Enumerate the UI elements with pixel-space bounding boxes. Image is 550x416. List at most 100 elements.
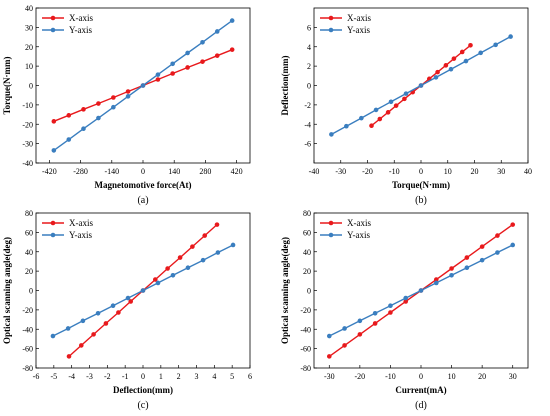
data-point (190, 244, 195, 249)
x-tick-label: 0 (141, 167, 145, 176)
y-tick-label: 40 (25, 248, 33, 257)
data-point (433, 280, 439, 286)
x-tick-label: -20 (362, 167, 373, 176)
data-point (185, 65, 190, 70)
data-point (326, 333, 332, 339)
data-point (155, 280, 161, 286)
y-tick-label: -40 (300, 325, 311, 334)
x-axis-label: Deflection(mm) (113, 385, 173, 395)
data-point (66, 113, 72, 118)
data-point (125, 295, 131, 301)
data-point (230, 242, 236, 248)
y-tick-label: 60 (25, 228, 33, 237)
data-point (81, 107, 86, 112)
data-point (200, 257, 206, 263)
y-tick-label: 0 (29, 287, 33, 296)
data-point (103, 321, 109, 326)
data-point (200, 59, 205, 64)
y-tick-label: -20 (22, 306, 33, 315)
x-tick-label: -10 (385, 372, 396, 381)
data-point (435, 69, 440, 75)
data-point (155, 77, 161, 82)
y-tick-label: -80 (22, 364, 33, 373)
data-point (177, 255, 183, 260)
data-point (116, 310, 121, 315)
x-tick-label: 420 (231, 167, 243, 176)
x-tick-label: 2 (177, 372, 181, 381)
data-point (51, 119, 57, 124)
data-point (202, 233, 208, 238)
y-tick-label: -40 (22, 325, 33, 334)
chart-panel-4: -30 -20 -10 0 10 20 30 -80 -60 -40 -20 0 20 40 60 80 Cur… (280, 209, 529, 411)
data-point (418, 83, 424, 88)
data-point (449, 272, 454, 278)
legend-marker (328, 15, 334, 21)
data-point (170, 61, 175, 67)
data-point (96, 101, 101, 106)
data-point (468, 42, 473, 48)
y-tick-label: 10 (25, 62, 33, 71)
data-point (342, 343, 347, 348)
x-tick-label: -4 (68, 372, 75, 381)
data-point (464, 255, 470, 260)
y-tick-label: -60 (300, 345, 311, 354)
y-tick-label: 30 (25, 23, 33, 32)
data-point (495, 250, 500, 255)
y-tick-label: -20 (300, 306, 311, 315)
data-point (229, 18, 235, 23)
x-tick-label: -6 (33, 372, 40, 381)
x-axis-label: Magnetomotive force(At) (94, 180, 191, 190)
legend-label: Y-axis (347, 25, 370, 35)
data-point (433, 277, 439, 282)
y-tick-label: 80 (303, 209, 311, 218)
x-tick-label: -3 (86, 372, 93, 381)
legend-marker (328, 27, 334, 33)
y-tick-label: -40 (22, 159, 33, 168)
y-tick-label: -6 (304, 140, 311, 149)
legend-marker (328, 220, 334, 226)
x-axis-label: Torque(N·mm) (392, 180, 450, 190)
data-point (214, 53, 220, 58)
data-point (165, 266, 170, 271)
legend-label: Y-axis (69, 25, 92, 35)
panel-caption: (b) (415, 195, 427, 206)
data-point (96, 115, 101, 121)
x-tick-label: -2 (104, 372, 111, 381)
y-tick-label: 20 (25, 43, 33, 52)
y-tick-label: 40 (25, 4, 33, 13)
y-tick-label: 0 (307, 287, 311, 296)
y-axis-label: Optical scanning angle(deg) (2, 237, 12, 344)
data-point (403, 299, 409, 304)
data-point (140, 288, 146, 293)
x-axis-label: Current(mA) (395, 385, 446, 395)
data-point (200, 39, 205, 45)
data-point (342, 326, 347, 331)
panel-caption: (d) (415, 400, 427, 411)
data-point (78, 343, 84, 348)
data-point (155, 72, 161, 77)
legend-marker (50, 220, 56, 226)
y-tick-label: 2 (307, 62, 311, 71)
data-point (449, 266, 454, 271)
x-tick-label: -420 (42, 167, 57, 176)
y-tick-label: -60 (22, 345, 33, 354)
data-point (369, 123, 374, 129)
panel-caption: (c) (137, 400, 148, 411)
data-point (50, 333, 56, 339)
data-point (128, 299, 133, 304)
x-tick-label: 0 (141, 372, 145, 381)
data-point (215, 250, 221, 255)
data-point (393, 103, 399, 108)
x-tick-label: 5 (230, 372, 234, 381)
data-point (403, 295, 409, 301)
data-point (403, 91, 409, 96)
data-point (493, 42, 498, 48)
x-tick-label: 0 (419, 372, 423, 381)
data-point (344, 123, 349, 129)
x-tick-label: -1 (122, 372, 129, 381)
data-point (388, 310, 393, 315)
legend-label: X-axis (347, 13, 371, 23)
data-point (510, 242, 516, 248)
data-point (372, 321, 378, 326)
data-point (418, 288, 424, 293)
